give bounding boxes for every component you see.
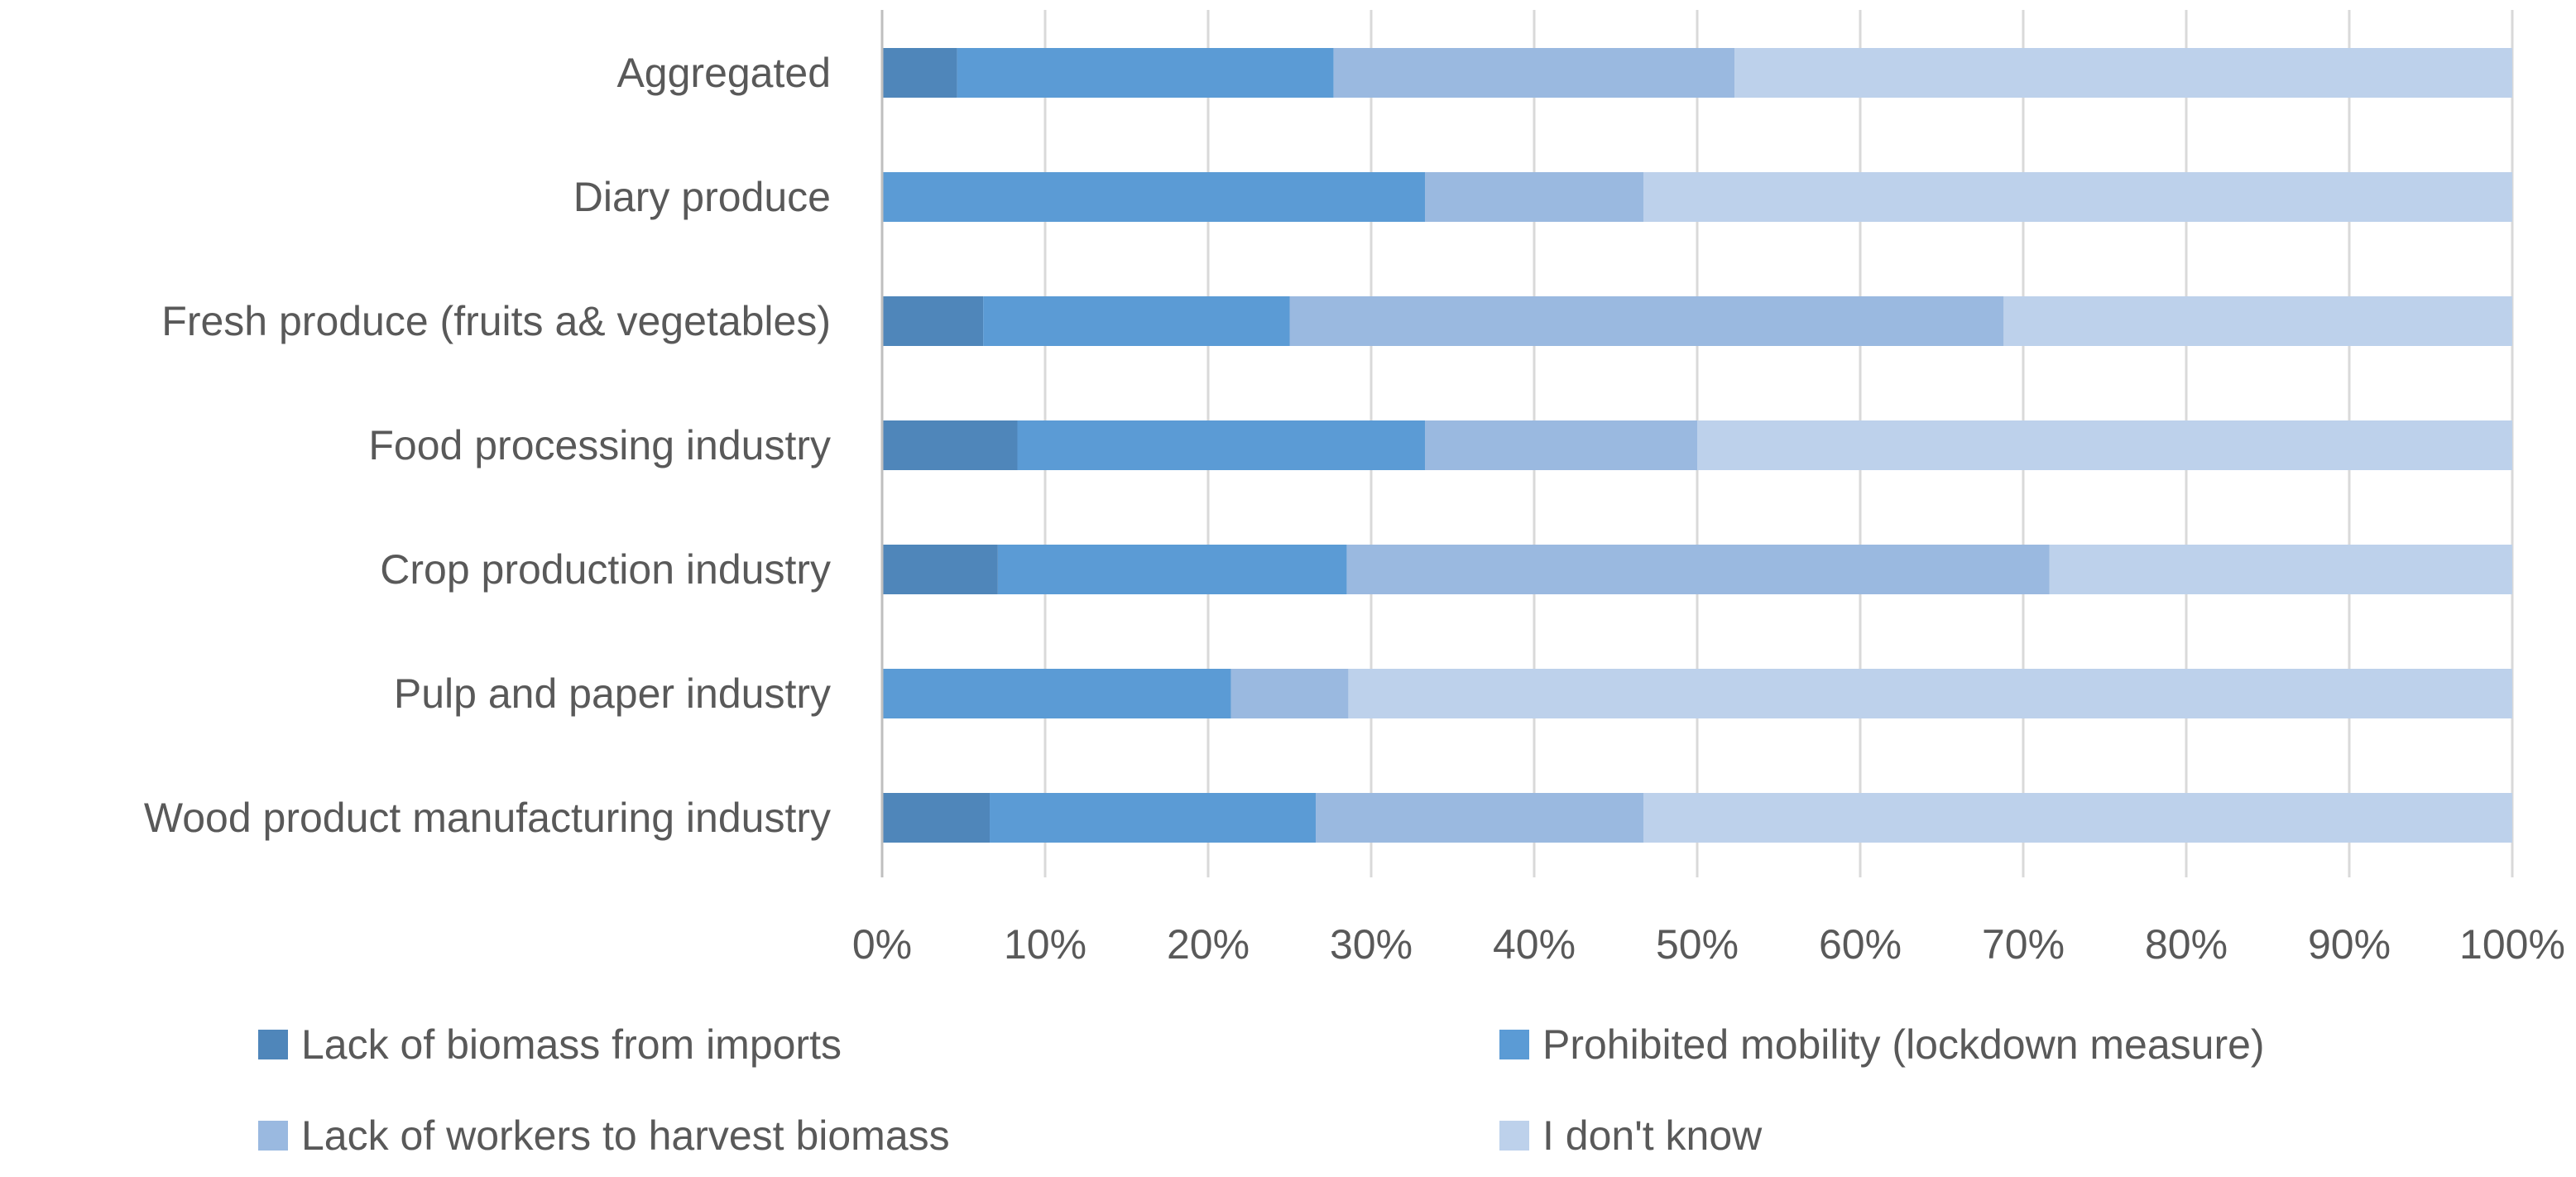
legend-item: Prohibited mobility (lockdown measure) [1499, 1021, 2265, 1068]
x-tick-label: 60% [1819, 921, 1902, 968]
bar-segment-3 [1289, 296, 2004, 346]
bar-segment-4 [2049, 545, 2512, 594]
x-tick-label: 90% [2308, 921, 2391, 968]
bar-segment-3 [1230, 669, 1349, 718]
bar-segment-2 [990, 793, 1317, 843]
bar-segment-2 [882, 172, 1426, 222]
legend-label: Lack of workers to harvest biomass [301, 1112, 950, 1159]
legend-label: Prohibited mobility (lockdown measure) [1542, 1021, 2265, 1068]
x-tick-label: 70% [1982, 921, 2065, 968]
category-label: Crop production industry [380, 546, 831, 593]
bar-segment-4 [1734, 48, 2512, 98]
bar-segment-1 [882, 793, 991, 843]
bar-segment-2 [957, 48, 1334, 98]
bar-segment-1 [882, 48, 957, 98]
x-tick-label: 80% [2145, 921, 2228, 968]
bar-segment-4 [2003, 296, 2512, 346]
legend-label: Lack of biomass from imports [301, 1021, 842, 1068]
category-label: Food processing industry [368, 422, 831, 468]
legend: Lack of biomass from imports Prohibited m… [258, 1021, 2265, 1159]
bar-segment-2 [997, 545, 1347, 594]
legend-swatch [258, 1030, 288, 1059]
bar-segment-4 [1643, 793, 2512, 843]
bar-segment-3 [1333, 48, 1735, 98]
legend-item: Lack of biomass from imports [258, 1021, 842, 1068]
category-labels: Aggregated Diary produce Fresh produce (fr… [144, 50, 831, 841]
category-label: Fresh produce (fruits a& vegetables) [161, 298, 831, 344]
category-label: Aggregated [616, 50, 831, 96]
x-tick-label: 40% [1493, 921, 1576, 968]
x-tick-label: 0% [852, 921, 912, 968]
legend-item: Lack of workers to harvest biomass [258, 1112, 950, 1159]
legend-item: I don't know [1499, 1112, 1763, 1159]
x-tick-label: 10% [1004, 921, 1087, 968]
bar-segment-3 [1425, 420, 1697, 470]
bar-segment-2 [1017, 420, 1426, 470]
bar-segment-2 [882, 669, 1231, 718]
bar-segment-3 [1316, 793, 1643, 843]
bar-segment-2 [983, 296, 1290, 346]
x-tick-labels: 0% 10% 20% 30% 40% 50% 60% 70% 80% 90% 100% [852, 921, 2565, 968]
bar-segment-4 [1697, 420, 2512, 470]
category-label: Diary produce [573, 174, 831, 220]
bar-segment-4 [1348, 669, 2512, 718]
category-label: Wood product manufacturing industry [144, 795, 831, 841]
bar-segment-3 [1425, 172, 1643, 222]
x-tick-label: 50% [1656, 921, 1739, 968]
bar-segment-1 [882, 420, 1018, 470]
x-tick-label: 100% [2459, 921, 2565, 968]
legend-label: I don't know [1542, 1112, 1763, 1159]
legend-swatch [1499, 1121, 1529, 1151]
bars [882, 48, 2512, 843]
bar-segment-1 [882, 296, 984, 346]
legend-swatch [258, 1121, 288, 1151]
legend-swatch [1499, 1030, 1529, 1059]
bar-segment-1 [882, 545, 998, 594]
category-label: Pulp and paper industry [394, 670, 831, 717]
bar-segment-3 [1346, 545, 2050, 594]
x-tick-label: 30% [1330, 921, 1413, 968]
x-tick-label: 20% [1167, 921, 1250, 968]
bar-segment-4 [1643, 172, 2512, 222]
